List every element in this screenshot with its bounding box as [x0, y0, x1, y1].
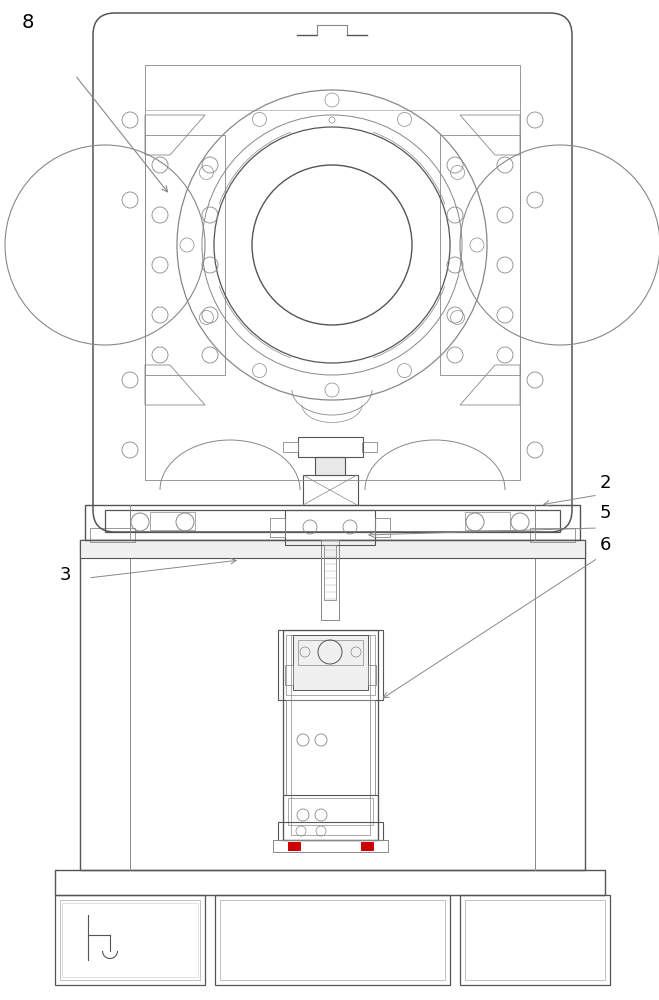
Bar: [361, 842, 373, 850]
Text: 6: 6: [600, 536, 612, 554]
Bar: [283, 630, 378, 840]
Bar: [85, 505, 580, 540]
Bar: [278, 630, 383, 700]
Bar: [283, 795, 378, 840]
Bar: [368, 665, 376, 685]
Text: 3: 3: [60, 566, 71, 584]
Bar: [273, 840, 388, 852]
Bar: [288, 842, 300, 850]
Bar: [60, 900, 200, 980]
Bar: [303, 475, 358, 505]
Text: 8: 8: [22, 13, 34, 32]
Text: 5: 5: [600, 504, 612, 522]
Bar: [324, 545, 336, 600]
Bar: [80, 540, 585, 558]
Bar: [375, 518, 390, 537]
Bar: [150, 512, 195, 530]
Bar: [285, 665, 293, 685]
Bar: [293, 635, 368, 690]
Bar: [55, 895, 205, 985]
Bar: [321, 540, 339, 620]
Bar: [291, 635, 370, 835]
Bar: [315, 457, 345, 475]
Bar: [465, 512, 510, 530]
Bar: [80, 540, 585, 870]
Bar: [286, 635, 375, 695]
Text: 2: 2: [600, 474, 612, 492]
Bar: [62, 903, 198, 977]
Bar: [215, 895, 450, 985]
Bar: [286, 700, 375, 795]
Bar: [530, 528, 575, 542]
Bar: [362, 442, 377, 452]
Bar: [440, 135, 520, 375]
Bar: [283, 442, 298, 452]
Bar: [105, 510, 560, 532]
Bar: [220, 900, 445, 980]
Bar: [465, 900, 605, 980]
Bar: [55, 870, 605, 895]
Bar: [278, 822, 383, 840]
Bar: [288, 798, 373, 825]
Bar: [298, 640, 363, 665]
Bar: [145, 65, 520, 480]
Bar: [285, 510, 375, 545]
Bar: [460, 895, 610, 985]
Bar: [145, 135, 225, 375]
Bar: [298, 437, 363, 457]
Bar: [270, 518, 285, 537]
Bar: [90, 528, 135, 542]
